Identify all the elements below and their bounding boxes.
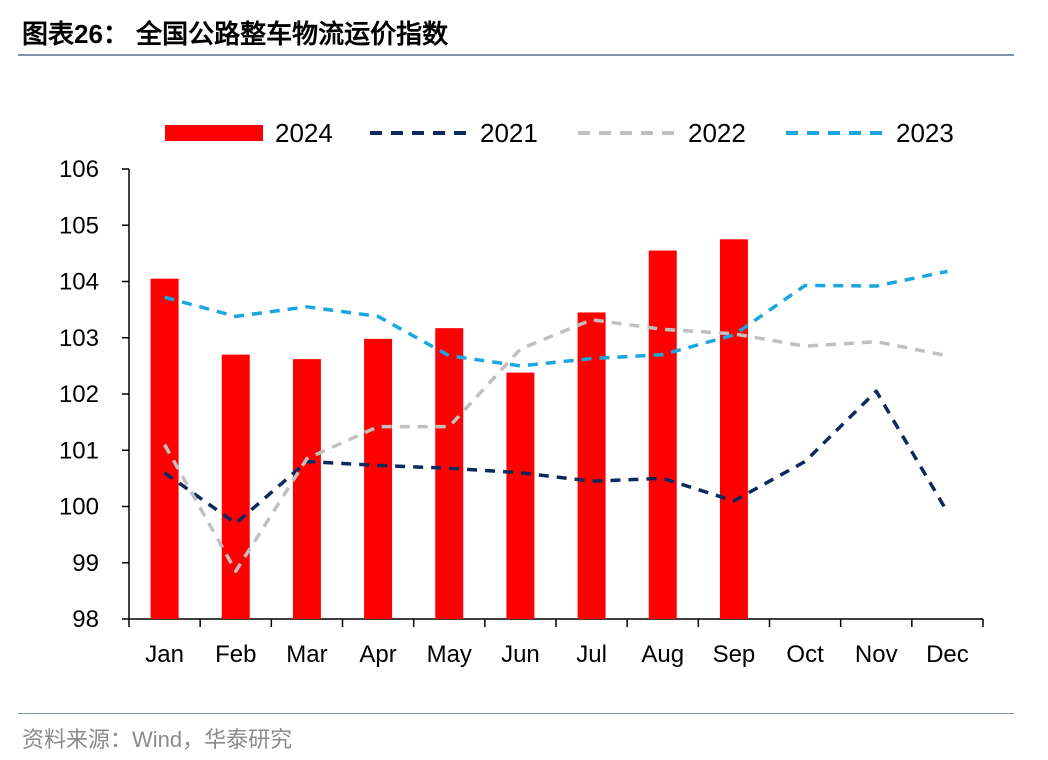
x-tick-label: Feb [215,641,256,668]
bar-2024-sep [719,239,748,619]
bar-2024-feb [221,354,250,619]
x-tick-label: Mar [286,641,327,668]
y-tick-label: 98 [72,606,99,633]
bar-series-2024 [150,239,748,619]
line-2022 [163,318,948,573]
chart-legend: 2024 2021 2022 2023 [165,118,954,148]
x-tick-label: Jun [501,641,540,668]
y-tick-label: 105 [59,212,99,239]
x-tick-label: Nov [855,641,898,668]
y-axis: 98 99 100 101 102 103 104 105 106 [59,156,130,633]
bar-2024-apr [364,338,393,619]
x-tick-label: Apr [359,641,396,668]
x-tick-label: May [427,641,472,668]
x-tick-label: Sep [713,641,756,668]
x-tick-label: Jul [576,641,607,668]
bar-2024-may [435,328,464,619]
legend-item-2023: 2023 [786,118,954,148]
y-tick-label: 104 [59,269,99,296]
y-tick-label: 99 [72,550,99,577]
y-tick-label: 102 [59,381,99,408]
bar-2024-mar [292,359,321,619]
x-axis: Jan Feb Mar Apr May Jun Jul Aug Sep Oct Nov Dec [128,618,984,668]
line-series-group [163,269,949,573]
legend-item-2022: 2022 [578,118,746,148]
legend-label-2023: 2023 [896,118,954,148]
y-tick-label: 106 [59,156,99,183]
line-2023 [164,269,948,368]
bar-2024-jan [150,278,179,619]
y-tick-label: 100 [59,494,99,521]
line-bar-chart: 2024 2021 2022 2023 98 99 100 101 102 103 104 105 1… [59,118,984,668]
x-tick-label: Aug [641,641,684,668]
figure-title: 图表26： 全国公路整车物流运价指数 [22,19,449,49]
footer-divider [18,713,1014,714]
y-tick-label: 101 [59,437,99,464]
legend-label-2022: 2022 [688,118,746,148]
source-note: 资料来源：Wind，华泰研究 [22,727,293,752]
x-tick-label: Oct [786,641,824,668]
bar-2024-jun [506,372,535,619]
legend-label-2024: 2024 [275,118,333,148]
legend-item-2021: 2021 [370,118,538,148]
legend-swatch-2024 [165,125,263,141]
title-divider [18,54,1014,56]
legend-item-2024: 2024 [165,118,333,148]
x-tick-label: Jan [145,641,184,668]
bar-2024-jul [577,312,606,619]
bar-2024-aug [648,250,677,619]
line-2021 [163,389,949,526]
x-tick-label: Dec [926,641,969,668]
y-tick-label: 103 [59,325,99,352]
legend-label-2021: 2021 [480,118,538,148]
